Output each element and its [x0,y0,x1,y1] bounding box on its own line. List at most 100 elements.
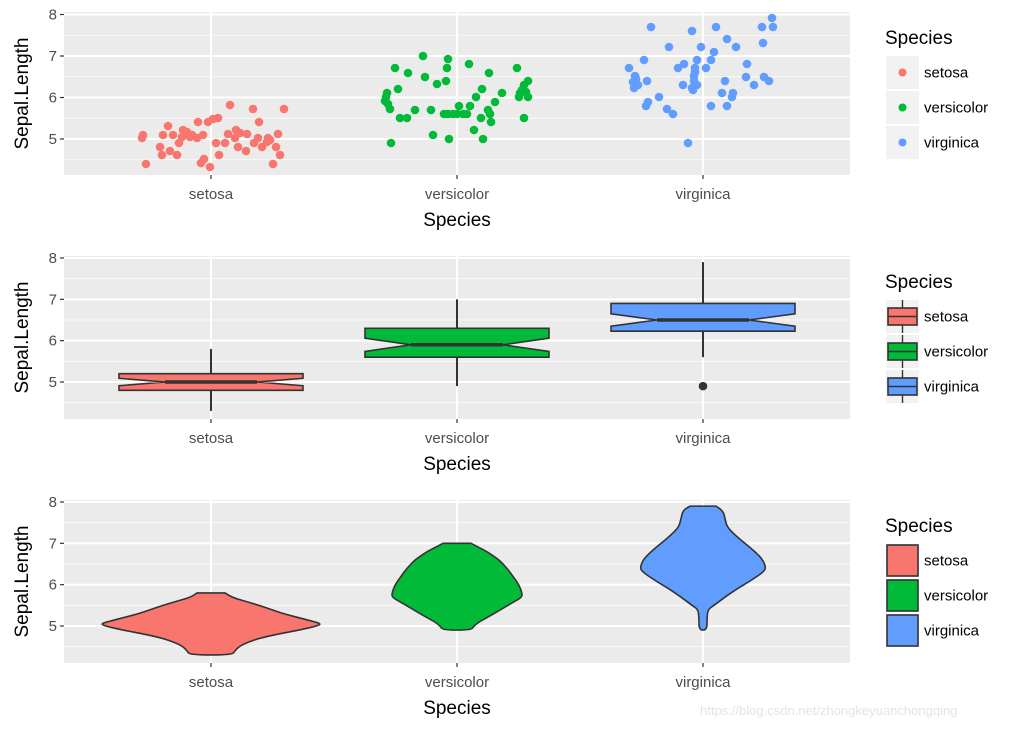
data-point-virginica [742,59,752,69]
data-point-setosa [155,142,165,152]
data-point-versicolor [443,54,453,64]
data-point-versicolor [403,68,413,78]
x-axis-title: Species [423,698,491,719]
data-point-virginica [749,80,759,90]
violin-virginica [639,505,767,631]
y-tick-label: 6 [49,577,57,594]
data-point-setosa [158,130,168,140]
y-tick-label: 8 [49,7,57,24]
data-point-setosa [211,138,221,148]
data-point-setosa [233,142,243,152]
data-point-versicolor [442,63,452,73]
data-point-versicolor [383,99,393,109]
data-point-versicolor [514,92,524,102]
y-tick-label: 6 [49,90,57,107]
data-point-setosa [198,130,208,140]
data-point-versicolor [454,101,464,111]
data-point-virginica [642,76,652,86]
legend-key-setosa [886,300,919,333]
violin-setosa [101,592,321,656]
data-point-versicolor [465,101,475,111]
data-point-versicolor [402,113,412,123]
data-point-versicolor [444,134,454,144]
y-tick-label: 7 [49,48,57,65]
data-point-virginica [706,55,716,65]
legend-label: setosa [924,309,969,326]
data-point-virginica [722,101,732,111]
y-tick-label: 5 [49,618,57,635]
data-point-setosa [248,104,258,114]
legend: Species setosa versicolor virginica [885,272,988,403]
legend-key-setosa [886,544,919,577]
data-point-setosa [205,162,215,172]
data-point-virginica [662,104,672,114]
data-point-versicolor [471,92,481,102]
data-point-versicolor [428,130,438,140]
legend-label: versicolor [924,344,988,361]
data-point-virginica [692,55,702,65]
data-point-versicolor [441,76,451,86]
y-tick-label: 6 [49,333,57,350]
data-point-versicolor [476,113,486,123]
data-point-virginica [696,42,706,52]
y-tick-label: 8 [49,494,57,511]
x-tick-label: versicolor [425,430,489,447]
legend-label: versicolor [924,588,988,605]
data-point-setosa [174,138,184,148]
data-point-setosa [213,113,223,123]
data-point-setosa [187,130,197,140]
data-point-setosa [249,138,259,148]
data-point-virginica [757,22,767,32]
data-point-setosa [141,159,151,169]
legend-label: versicolor [924,100,988,117]
data-point-versicolor [432,79,442,89]
data-point-setosa [268,159,278,169]
y-tick-label: 5 [49,131,57,148]
data-point-versicolor [386,138,396,148]
x-tick-label: versicolor [425,674,489,691]
legend-key-virginica [886,614,919,647]
panel-boxplot: 5 6 7 8 setosa versicolor virginica Species Sepa… [12,250,988,475]
data-point-versicolor [486,117,496,127]
x-axis-title: Species [423,210,491,231]
legend-title: Species [885,272,953,293]
data-point-versicolor [426,105,436,115]
data-point-versicolor [477,84,487,94]
data-point-setosa [172,150,182,160]
legend-key-setosa [886,56,919,89]
data-point-virginica [709,47,719,57]
y-tick-label: 7 [49,291,57,308]
x-axis-title: Species [423,454,491,475]
data-point-setosa [271,142,281,152]
data-point-virginica [767,13,777,23]
data-point-versicolor [485,109,495,119]
data-point-virginica [641,101,651,111]
legend-label: virginica [924,623,980,640]
x-tick-label: setosa [189,430,234,447]
data-point-virginica [731,42,741,52]
legend: Species setosa versicolor virginica [885,28,988,159]
data-point-versicolor [390,63,400,73]
y-axis-title: Sepal.Length [12,38,33,150]
panel-scatter: 5 6 7 8 setosa versicolor virginica Species Sepa… [12,7,988,232]
data-point-setosa [193,117,203,127]
panel-violin: 5 6 7 8 setosa versicolor virginica Species Sepa… [12,494,988,719]
data-point-versicolor [448,109,458,119]
y-axis-title: Sepal.Length [12,282,33,394]
data-point-versicolor [418,51,428,61]
data-point-setosa [163,121,173,131]
data-point-virginica [678,80,688,90]
data-point-setosa [242,129,252,139]
data-point-virginica [624,63,634,73]
data-point-virginica [646,22,656,32]
data-point-versicolor [478,134,488,144]
legend-label: virginica [924,379,980,396]
y-tick-label: 7 [49,535,57,552]
data-point-virginica [688,85,698,95]
data-point-setosa [275,150,285,160]
data-point-virginica [639,55,649,65]
data-point-setosa [235,128,245,138]
data-point-setosa [157,150,167,160]
x-tick-label: setosa [189,186,234,203]
data-point-virginica [664,42,674,52]
